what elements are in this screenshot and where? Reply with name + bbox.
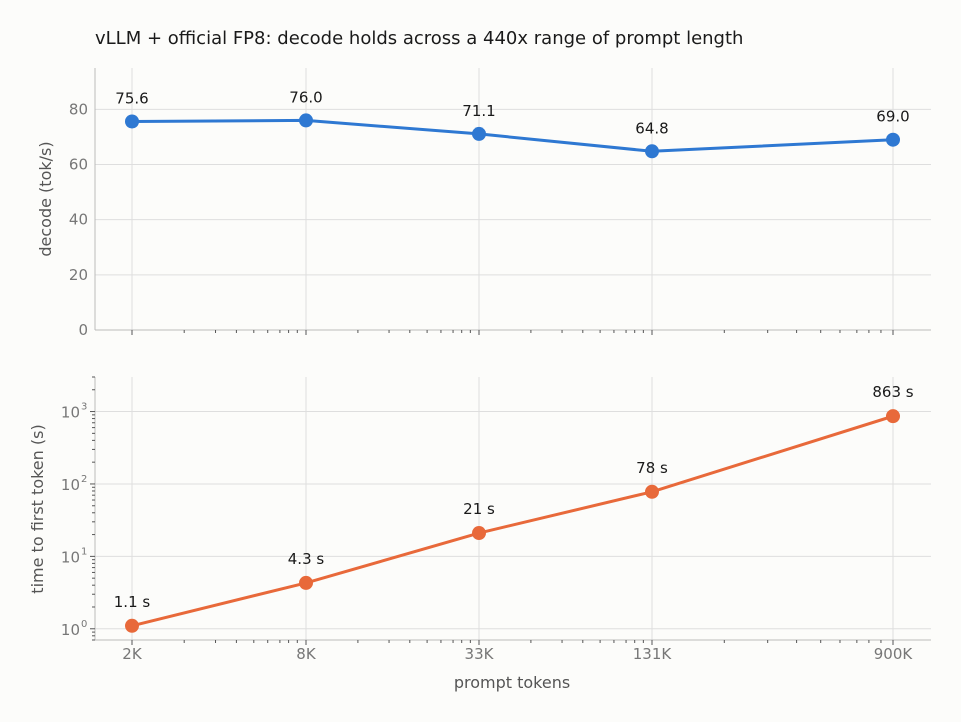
decode-point [472, 126, 486, 141]
ttft-grid [95, 377, 931, 640]
ttft-data-label: 863 s [872, 383, 913, 401]
decode-panel: 0 20 40 60 80 decode (tok/s) 75.6 76.0 71.1 64.… [36, 68, 931, 339]
decode-y-axis-label: decode (tok/s) [36, 141, 55, 256]
ttft-y-tick-exponent: 0 [81, 619, 87, 630]
decode-data-label: 75.6 [115, 90, 148, 108]
decode-series: 75.6 76.0 71.1 64.8 69.0 [115, 88, 910, 159]
ttft-y-tick-label: 10 [61, 621, 80, 639]
decode-point [125, 114, 139, 129]
ttft-y-axis-label: time to first token (s) [28, 424, 47, 593]
ttft-point [472, 526, 486, 541]
ttft-axes [90, 376, 931, 645]
decode-data-label: 69.0 [876, 108, 909, 126]
decode-point [886, 132, 900, 147]
ttft-point [886, 409, 900, 424]
ttft-y-tick-exponent: 2 [81, 474, 87, 485]
decode-data-label: 71.1 [462, 102, 495, 120]
x-tick-label: 900K [874, 645, 914, 663]
ttft-point [125, 618, 139, 633]
x-tick-label: 33K [465, 645, 495, 663]
ttft-data-label: 1.1 s [114, 593, 151, 611]
chart-title: vLLM + official FP8: decode holds across… [95, 28, 743, 49]
x-axis-label: prompt tokens [454, 673, 570, 692]
x-tick-label: 2K [122, 645, 143, 663]
decode-grid [95, 68, 931, 331]
x-tick-label: 131K [633, 645, 673, 663]
decode-y-tick-label: 20 [69, 266, 88, 284]
decode-axes [94, 68, 931, 335]
decode-y-tick-label: 60 [69, 156, 88, 174]
decode-point [299, 113, 313, 128]
ttft-y-tick-label: 10 [61, 548, 80, 566]
decode-y-ticks: 0 20 40 60 80 [69, 100, 88, 339]
x-tick-label: 8K [296, 645, 317, 663]
decode-y-tick-label: 0 [78, 321, 88, 339]
decode-line [131, 118, 894, 153]
ttft-data-label: 78 s [636, 459, 668, 477]
ttft-data-label: 21 s [463, 500, 495, 518]
decode-y-tick-label: 40 [69, 211, 88, 229]
x-tick-labels: 2K 8K 33K 131K 900K [122, 645, 913, 663]
ttft-point [645, 484, 659, 499]
decode-data-label: 64.8 [635, 119, 668, 137]
decode-point [645, 144, 659, 159]
ttft-y-tick-exponent: 1 [81, 546, 87, 557]
decode-data-label: 76.0 [289, 88, 322, 106]
ttft-y-tick-exponent: 3 [81, 402, 87, 413]
ttft-series: 1.1 s 4.3 s 21 s 78 s 863 s [114, 383, 914, 633]
decode-y-tick-label: 80 [69, 100, 88, 118]
ttft-y-tick-label: 10 [61, 404, 80, 422]
ttft-y-tick-label: 10 [61, 476, 80, 494]
ttft-data-label: 4.3 s [288, 550, 325, 568]
ttft-point [299, 575, 313, 590]
ttft-line [131, 414, 894, 628]
